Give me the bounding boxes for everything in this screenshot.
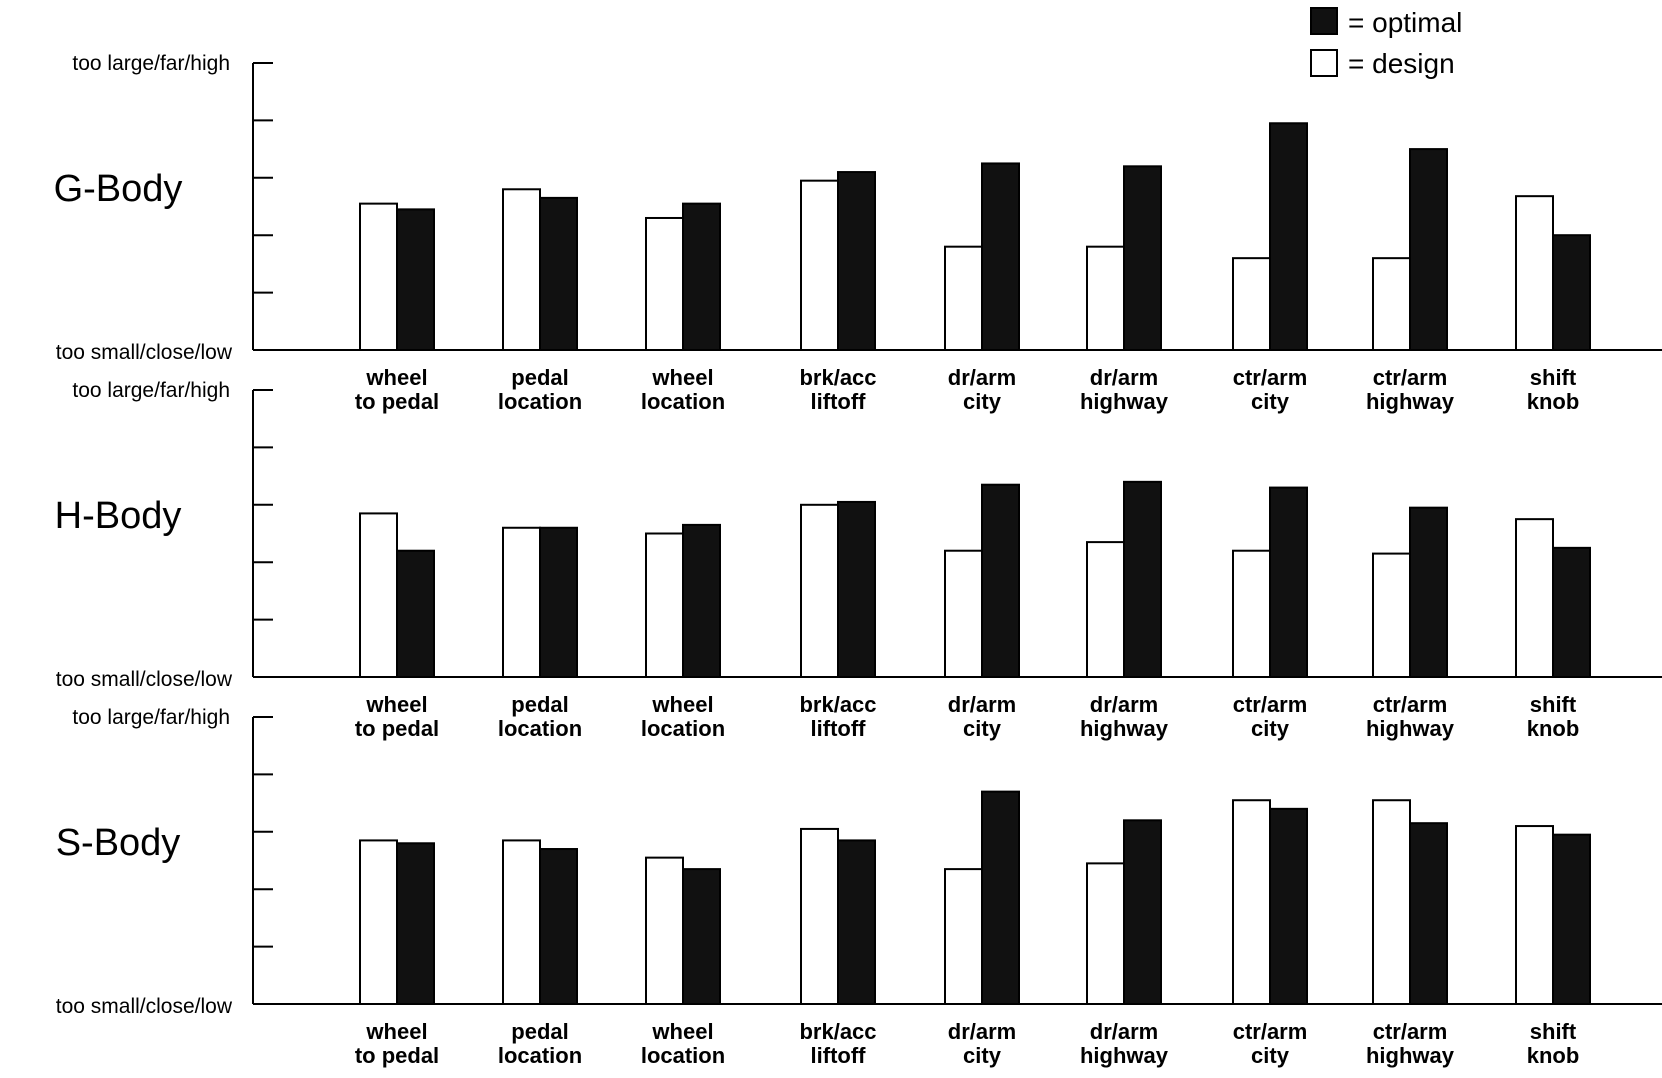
x-tick-label: brk/acc liftoff bbox=[799, 365, 876, 414]
x-tick-label: wheel to pedal bbox=[355, 365, 439, 414]
panel-title: S-Body bbox=[56, 822, 181, 864]
x-tick-label: dr/arm highway bbox=[1080, 365, 1169, 414]
bar-optimal bbox=[1123, 480, 1162, 678]
legend-design-label: = design bbox=[1348, 48, 1455, 79]
bar-optimal bbox=[837, 171, 876, 351]
bar-optimal bbox=[1552, 234, 1591, 351]
panel-s-body: too large/far/high too small/close/low S-B… bbox=[56, 706, 1662, 1068]
bar-optimal bbox=[981, 483, 1020, 678]
x-tick-label: ctr/arm city bbox=[1233, 1019, 1308, 1068]
x-tick-label: wheel to pedal bbox=[355, 1019, 439, 1068]
panel-title: G-Body bbox=[54, 168, 183, 210]
bar-design bbox=[359, 839, 398, 1005]
bar-optimal bbox=[1552, 546, 1591, 678]
x-tick-label: wheel to pedal bbox=[355, 692, 439, 741]
x-tick-label: ctr/arm highway bbox=[1366, 1019, 1455, 1068]
bar-design bbox=[944, 868, 983, 1005]
x-tick-label: dr/arm highway bbox=[1080, 692, 1169, 741]
bar-design bbox=[359, 512, 398, 678]
bar-design bbox=[1232, 549, 1271, 678]
bar-design bbox=[645, 532, 684, 678]
y-tick-label-top: too large/far/high bbox=[72, 706, 230, 729]
x-tick-label: ctr/arm highway bbox=[1366, 365, 1455, 414]
bar-design bbox=[1515, 195, 1554, 351]
bar-optimal bbox=[1269, 122, 1308, 351]
bar-design bbox=[1232, 799, 1271, 1005]
x-tick-label: wheel location bbox=[641, 692, 725, 741]
x-tick-label: dr/arm city bbox=[948, 692, 1016, 741]
bar-optimal bbox=[1409, 148, 1448, 351]
bar-optimal bbox=[539, 196, 578, 351]
x-tick-label: pedal location bbox=[498, 365, 582, 414]
bar-design bbox=[359, 202, 398, 351]
bar-optimal bbox=[1552, 833, 1591, 1005]
x-tick-label: shift knob bbox=[1527, 1019, 1580, 1068]
bar-design bbox=[1372, 552, 1411, 679]
bar-optimal bbox=[981, 790, 1020, 1005]
bar-optimal bbox=[981, 162, 1020, 351]
x-tick-label: ctr/arm city bbox=[1233, 692, 1308, 741]
y-tick-label-bottom: too small/close/low bbox=[56, 341, 233, 364]
y-tick-label-bottom: too small/close/low bbox=[56, 995, 233, 1018]
bar-optimal bbox=[396, 549, 435, 678]
x-tick-label: dr/arm city bbox=[948, 1019, 1016, 1068]
y-tick-label-top: too large/far/high bbox=[72, 52, 230, 75]
x-tick-label: ctr/arm city bbox=[1233, 365, 1308, 414]
x-tick-label: brk/acc liftoff bbox=[799, 692, 876, 741]
bar-design bbox=[944, 549, 983, 678]
bar-design bbox=[1372, 799, 1411, 1005]
bar-optimal bbox=[1409, 506, 1448, 679]
bar-design bbox=[1515, 518, 1554, 679]
bar-optimal bbox=[539, 526, 578, 679]
bar-design bbox=[1232, 257, 1271, 351]
y-tick-label-top: too large/far/high bbox=[72, 379, 230, 402]
bar-design bbox=[800, 503, 839, 678]
bar-optimal bbox=[682, 523, 721, 679]
bar-optimal bbox=[682, 868, 721, 1005]
x-tick-label: wheel location bbox=[641, 365, 725, 414]
bar-optimal bbox=[539, 848, 578, 1006]
bar-design bbox=[800, 827, 839, 1005]
legend-optimal-label: = optimal bbox=[1348, 7, 1462, 38]
x-tick-label: pedal location bbox=[498, 692, 582, 741]
bar-optimal bbox=[837, 839, 876, 1005]
y-tick-label-bottom: too small/close/low bbox=[56, 668, 233, 691]
bar-optimal bbox=[1123, 165, 1162, 351]
bar-design bbox=[1372, 257, 1411, 351]
bar-design bbox=[502, 839, 541, 1005]
bar-design bbox=[645, 856, 684, 1005]
bar-optimal bbox=[1269, 807, 1308, 1006]
bar-design bbox=[502, 188, 541, 351]
bar-design bbox=[1086, 862, 1125, 1005]
bar-optimal bbox=[396, 208, 435, 351]
bar-optimal bbox=[1409, 822, 1448, 1005]
x-tick-label: pedal location bbox=[498, 1019, 582, 1068]
bar-optimal bbox=[1269, 486, 1308, 678]
x-tick-label: shift knob bbox=[1527, 692, 1580, 741]
panel-h-body: too large/far/high too small/close/low H-B… bbox=[55, 379, 1662, 741]
x-tick-label: dr/arm city bbox=[948, 365, 1016, 414]
bar-design bbox=[1086, 245, 1125, 351]
bar-design bbox=[944, 245, 983, 351]
legend: = optimal = design bbox=[1310, 7, 1462, 79]
panel-title: H-Body bbox=[55, 495, 182, 537]
x-tick-label: wheel location bbox=[641, 1019, 725, 1068]
x-tick-label: shift knob bbox=[1527, 365, 1580, 414]
bar-optimal bbox=[837, 500, 876, 678]
bar-design bbox=[1086, 541, 1125, 678]
bar-optimal bbox=[682, 202, 721, 351]
x-tick-label: dr/arm highway bbox=[1080, 1019, 1169, 1068]
legend-optimal-swatch bbox=[1310, 7, 1338, 35]
bar-optimal bbox=[396, 842, 435, 1006]
bar-design bbox=[502, 526, 541, 679]
x-tick-label: brk/acc liftoff bbox=[799, 1019, 876, 1068]
x-tick-label: ctr/arm highway bbox=[1366, 692, 1455, 741]
bar-design bbox=[645, 216, 684, 351]
bar-design bbox=[1515, 825, 1554, 1005]
panel-g-body: too large/far/high too small/close/low G-B… bbox=[54, 52, 1662, 414]
legend-design-swatch bbox=[1310, 49, 1338, 77]
bar-design bbox=[800, 179, 839, 351]
bar-optimal bbox=[1123, 819, 1162, 1005]
